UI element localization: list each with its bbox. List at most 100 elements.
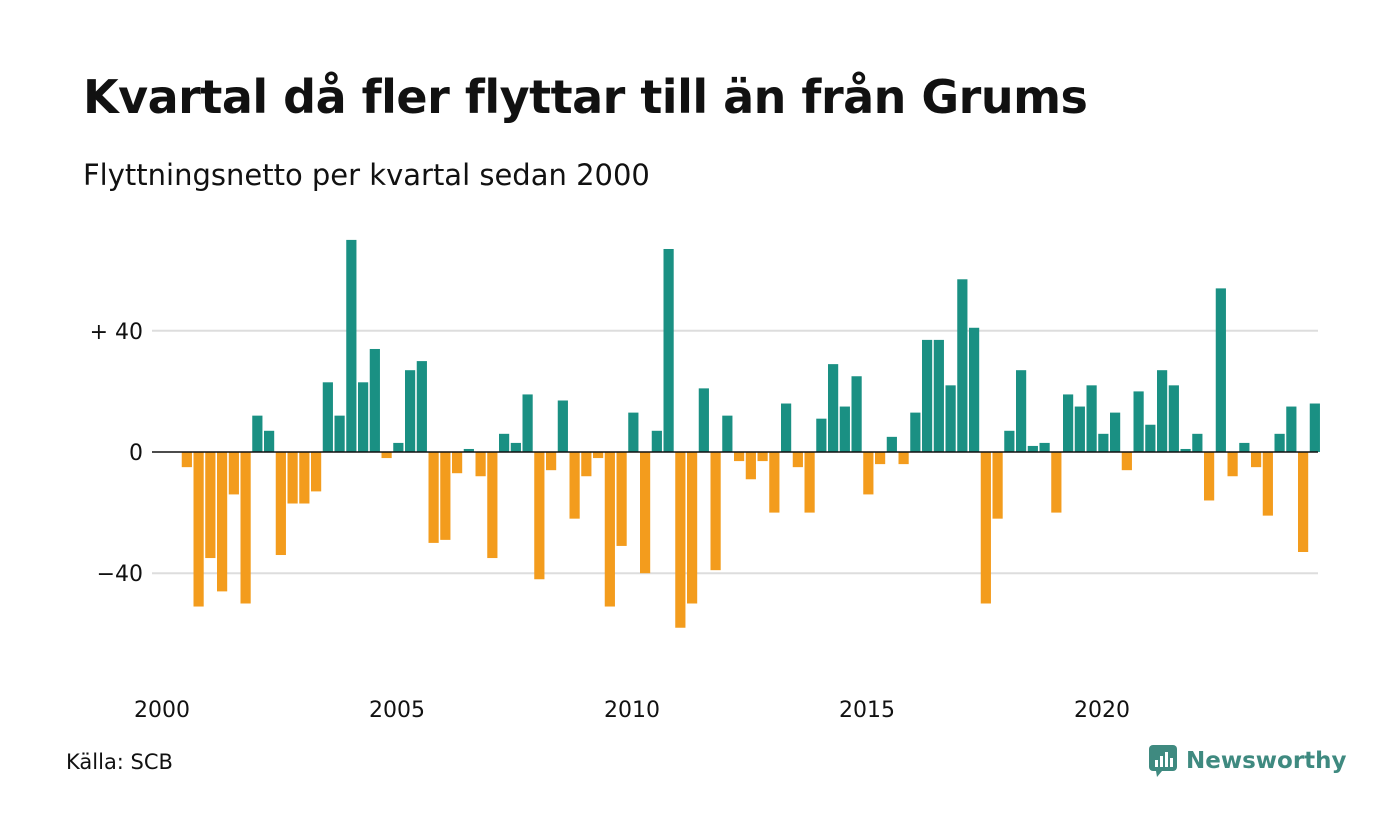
bar-37 bbox=[604, 452, 615, 607]
bar-84 bbox=[1157, 370, 1168, 452]
bar-28 bbox=[499, 433, 510, 452]
bar-66 bbox=[945, 385, 956, 452]
bar-93 bbox=[1262, 452, 1273, 516]
x-tick-label: 2010 bbox=[604, 698, 660, 723]
bar-47 bbox=[722, 415, 733, 452]
bar-34 bbox=[569, 452, 580, 519]
bar-14 bbox=[334, 415, 345, 452]
brand-name: Newsworthy bbox=[1186, 748, 1347, 774]
bar-73 bbox=[1027, 445, 1038, 452]
bar-56 bbox=[828, 364, 839, 452]
y-tick-label: −40 bbox=[97, 562, 143, 587]
bars bbox=[181, 239, 1320, 628]
bar-48 bbox=[734, 452, 745, 462]
bar-80 bbox=[1110, 412, 1121, 452]
bar-71 bbox=[1004, 430, 1015, 452]
newsworthy-logo-icon bbox=[1149, 745, 1177, 777]
bar-59 bbox=[863, 452, 874, 495]
bar-57 bbox=[839, 406, 850, 452]
bar-77 bbox=[1074, 406, 1085, 452]
bar-42 bbox=[663, 248, 674, 452]
bar-55 bbox=[816, 418, 827, 452]
chart-title: Kvartal då fler flyttar till än från Gru… bbox=[83, 70, 1088, 124]
chart-subtitle: Flyttningsnetto per kvartal sedan 2000 bbox=[83, 158, 650, 192]
bar-45 bbox=[698, 388, 709, 452]
bar-91 bbox=[1239, 442, 1250, 452]
bar-89 bbox=[1215, 288, 1226, 452]
bar-97 bbox=[1309, 403, 1320, 452]
x-tick-label: 2015 bbox=[839, 698, 895, 723]
bar-69 bbox=[980, 452, 991, 604]
bar-17 bbox=[369, 348, 380, 452]
bar-72 bbox=[1016, 370, 1027, 452]
bar-12 bbox=[311, 452, 322, 492]
bar-95 bbox=[1286, 406, 1297, 452]
bar-46 bbox=[710, 452, 721, 571]
bar-21 bbox=[416, 361, 427, 452]
bar-24 bbox=[452, 452, 463, 474]
bar-19 bbox=[393, 442, 404, 452]
bar-51 bbox=[769, 452, 780, 513]
bar-78 bbox=[1086, 385, 1097, 452]
bar-11 bbox=[299, 452, 310, 504]
y-tick-label: + 40 bbox=[90, 320, 143, 345]
bar-68 bbox=[969, 327, 980, 452]
bar-50 bbox=[757, 452, 768, 462]
bar-65 bbox=[933, 339, 944, 452]
bar-10 bbox=[287, 452, 298, 504]
bar-4 bbox=[217, 452, 228, 592]
bar-63 bbox=[910, 412, 921, 452]
bar-67 bbox=[957, 279, 968, 452]
bar-83 bbox=[1145, 424, 1156, 452]
bar-96 bbox=[1298, 452, 1309, 552]
y-tick-label: 0 bbox=[129, 441, 143, 466]
bar-18 bbox=[381, 452, 392, 459]
bar-32 bbox=[546, 452, 557, 471]
bar-44 bbox=[687, 452, 698, 604]
source-note: Källa: SCB bbox=[66, 750, 173, 774]
bar-38 bbox=[616, 452, 627, 546]
bar-79 bbox=[1098, 433, 1109, 452]
bar-62 bbox=[898, 452, 909, 465]
brand-logo[interactable]: Newsworthy bbox=[1148, 744, 1347, 778]
bar-74 bbox=[1039, 442, 1050, 452]
bar-41 bbox=[651, 430, 662, 452]
bar-13 bbox=[322, 382, 333, 452]
bar-75 bbox=[1051, 452, 1062, 513]
bar-35 bbox=[581, 452, 592, 477]
bar-61 bbox=[886, 436, 897, 452]
bar-88 bbox=[1204, 452, 1215, 501]
bar-87 bbox=[1192, 433, 1203, 452]
bar-58 bbox=[851, 376, 862, 452]
bar-16 bbox=[358, 382, 369, 452]
bar-2 bbox=[193, 452, 204, 607]
bar-8 bbox=[264, 430, 275, 452]
bar-15 bbox=[346, 239, 357, 452]
bar-40 bbox=[640, 452, 651, 574]
bar-25 bbox=[463, 448, 474, 452]
bar-33 bbox=[557, 400, 568, 452]
bar-76 bbox=[1063, 394, 1074, 452]
bar-36 bbox=[593, 452, 604, 459]
x-tick-label: 2020 bbox=[1074, 698, 1130, 723]
bar-30 bbox=[522, 394, 533, 452]
x-axis-ticks: 2000 2005 2010 2015 2020 bbox=[134, 698, 1130, 723]
bar-27 bbox=[487, 452, 498, 559]
bar-90 bbox=[1227, 452, 1238, 477]
bar-1 bbox=[181, 452, 192, 468]
bar-92 bbox=[1251, 452, 1262, 468]
bar-43 bbox=[675, 452, 686, 628]
bar-64 bbox=[922, 339, 933, 452]
bar-7 bbox=[252, 415, 263, 452]
bar-85 bbox=[1168, 385, 1179, 452]
bar-31 bbox=[534, 452, 545, 580]
bar-3 bbox=[205, 452, 216, 559]
bar-81 bbox=[1121, 452, 1132, 471]
bar-82 bbox=[1133, 391, 1144, 452]
bar-49 bbox=[745, 452, 756, 480]
x-tick-label: 2000 bbox=[134, 698, 190, 723]
bar-23 bbox=[440, 452, 451, 540]
bar-29 bbox=[510, 442, 521, 452]
y-axis-ticks: + 40 0 −40 bbox=[90, 320, 143, 587]
bar-20 bbox=[405, 370, 416, 452]
